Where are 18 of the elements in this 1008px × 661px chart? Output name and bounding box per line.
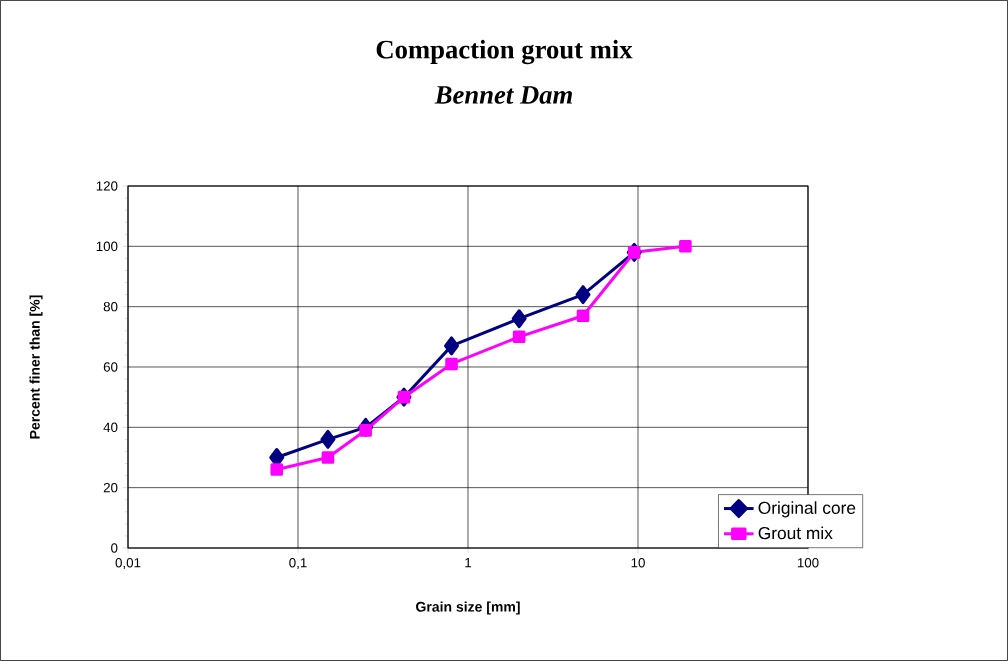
y-tick-label: 120 <box>96 181 118 191</box>
y-tick-label: 40 <box>103 422 118 433</box>
x-tick-label: 100 <box>797 558 819 568</box>
y-axis-title: Percent finer than [%] <box>29 295 43 439</box>
x-tick-label: 0,1 <box>289 558 307 570</box>
y-tick-label: 20 <box>103 482 118 493</box>
x-axis-title: Grain size [mm] <box>416 601 520 615</box>
legend-label: Original core <box>758 501 856 518</box>
y-tick-label: 100 <box>96 241 118 252</box>
x-tick-label: 0,01 <box>115 558 141 570</box>
x-tick-label: 10 <box>631 558 645 568</box>
chart-subtitle: Bennet Dam <box>434 86 572 104</box>
y-tick-label: 60 <box>103 362 118 372</box>
y-tick-label: 0 <box>111 543 118 553</box>
legend-label: Grout mix <box>758 526 833 540</box>
chart-title: Compaction grout mix <box>376 39 633 65</box>
y-tick-label: 80 <box>103 301 118 312</box>
x-tick-label: 1 <box>465 558 472 568</box>
